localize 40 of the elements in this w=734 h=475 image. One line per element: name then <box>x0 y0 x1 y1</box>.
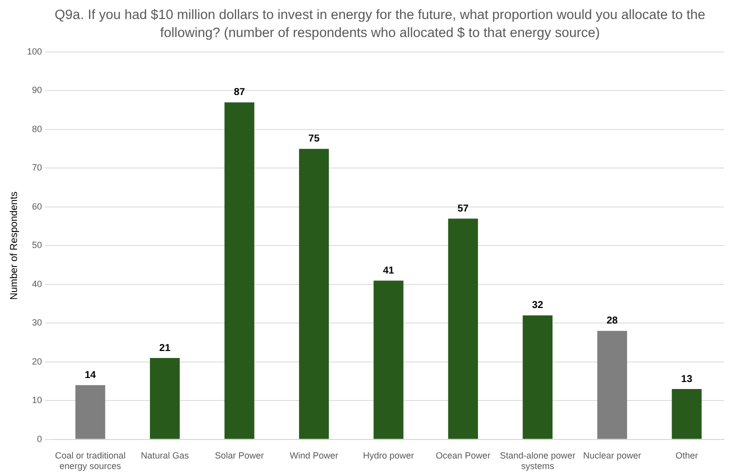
data-label: 13 <box>681 374 693 385</box>
y-tick-label: 20 <box>32 356 42 366</box>
chart-title: Q9a. If you had $10 million dollars to invest in energy for the future, what proportion would you allocate to the following? (number of respondents who allocated $ to that energy source) <box>54 6 706 42</box>
bar <box>299 148 329 439</box>
y-tick-label: 80 <box>32 124 42 134</box>
x-tick-label: Natural Gas <box>140 450 190 460</box>
x-tick-label: Stand-alone power systems <box>500 450 576 472</box>
bar <box>672 389 702 439</box>
y-axis-title: Number of Respondents <box>8 191 20 300</box>
data-label: 32 <box>532 300 544 312</box>
x-tick-label: Hydro power <box>362 450 414 460</box>
bar <box>597 330 628 439</box>
y-tick-label: 100 <box>26 46 42 56</box>
y-tick-label: 30 <box>32 318 42 328</box>
x-tick-label: Solar Power <box>214 450 264 460</box>
data-label: 28 <box>606 316 618 327</box>
data-label: 41 <box>382 265 395 276</box>
data-label: 87 <box>234 87 246 98</box>
bar <box>374 280 404 439</box>
data-label: 57 <box>458 203 470 214</box>
x-tick-label: Coal or traditional energy sources <box>55 450 126 472</box>
x-tick-label: Ocean Power <box>436 450 490 460</box>
bar <box>522 315 553 439</box>
y-tick-label: 90 <box>32 85 42 96</box>
bar <box>150 358 180 439</box>
bar <box>448 218 478 439</box>
y-tick-label: 70 <box>32 162 42 173</box>
bar <box>224 102 254 439</box>
data-label: 21 <box>159 342 171 354</box>
y-tick-label: 60 <box>32 201 42 212</box>
data-label: 75 <box>308 134 320 145</box>
data-label: 14 <box>84 370 96 381</box>
y-tick-label: 50 <box>32 240 42 250</box>
bar <box>75 385 106 439</box>
x-tick-label: Nuclear power <box>583 450 642 460</box>
y-tick-label: 40 <box>32 278 42 289</box>
x-tick-label: Other <box>675 450 698 460</box>
x-tick-label: Wind Power <box>290 450 338 460</box>
y-tick-label: 10 <box>32 395 42 406</box>
y-tick-label: 0 <box>37 434 42 444</box>
